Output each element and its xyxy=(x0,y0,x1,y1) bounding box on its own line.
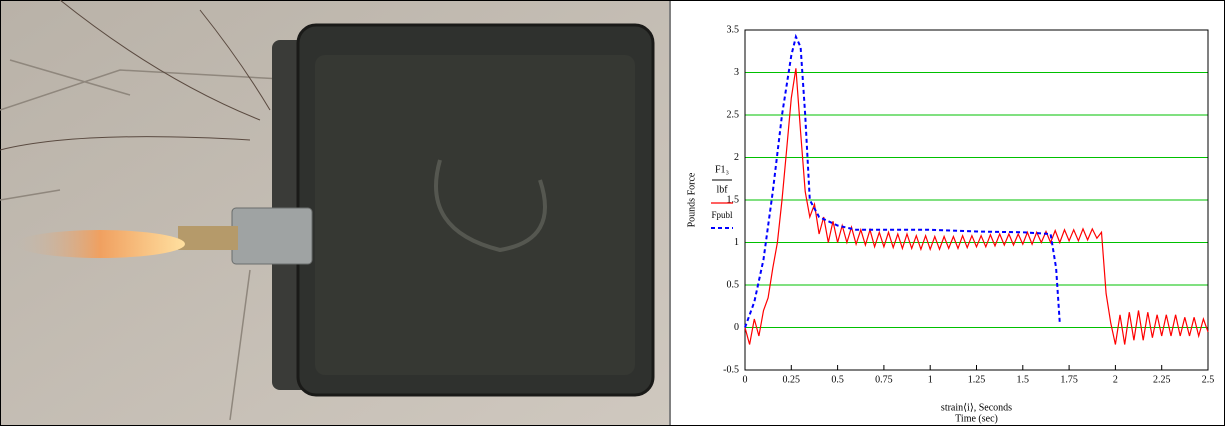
nozzle-block xyxy=(231,207,313,265)
x-tick-label: 2.25 xyxy=(1153,374,1171,385)
y-tick-label: 3 xyxy=(734,67,739,78)
x-tick-label: 2.5 xyxy=(1202,374,1215,385)
y-tick-label: 1.5 xyxy=(727,194,740,205)
x-axis-label: Time (sec) xyxy=(955,413,998,424)
x-axis-label: strain⟨i⟩, Seconds xyxy=(941,402,1012,413)
y-tick-label: 2 xyxy=(734,152,739,163)
emblem xyxy=(434,159,547,253)
y-tick-label: 0 xyxy=(734,322,739,333)
flame xyxy=(15,230,185,258)
y-tick-label: -0.5 xyxy=(723,364,739,375)
x-tick-label: 0.75 xyxy=(875,374,893,385)
x-tick-label: 0 xyxy=(743,374,748,385)
wires xyxy=(0,0,271,151)
series-line xyxy=(744,68,1209,345)
x-tick-label: 1 xyxy=(928,374,933,385)
x-tick-label: 1.75 xyxy=(1060,374,1078,385)
cracks xyxy=(0,59,301,421)
box-face xyxy=(315,55,635,375)
x-tick-label: 1.5 xyxy=(1017,374,1030,385)
y-tick-label: 2.5 xyxy=(727,109,740,120)
x-tick-label: 2 xyxy=(1113,374,1118,385)
y-axis-label: Pounds Force xyxy=(686,172,697,227)
plot-frame xyxy=(744,29,1209,371)
x-tick-label: 0.5 xyxy=(831,374,844,385)
y-tick-label: 3.5 xyxy=(727,24,740,35)
legend-label: Fpubl xyxy=(711,210,733,220)
x-tick-label: 1.25 xyxy=(968,374,986,385)
y-tick-label: 1 xyxy=(734,237,739,248)
x-tick-label: 0.25 xyxy=(783,374,801,385)
chart: Pounds Force -0.5 0 0.5 1 1.5 2 2.5 3 3.5 0 0.25 0.… xyxy=(686,24,1214,424)
y-tick-label: 0.5 xyxy=(727,279,740,290)
photo xyxy=(0,0,669,425)
legend-label: F1₃ xyxy=(715,164,729,175)
series-line xyxy=(744,33,1061,328)
nozzle xyxy=(178,226,238,250)
legend-units: lbf xyxy=(716,184,728,195)
